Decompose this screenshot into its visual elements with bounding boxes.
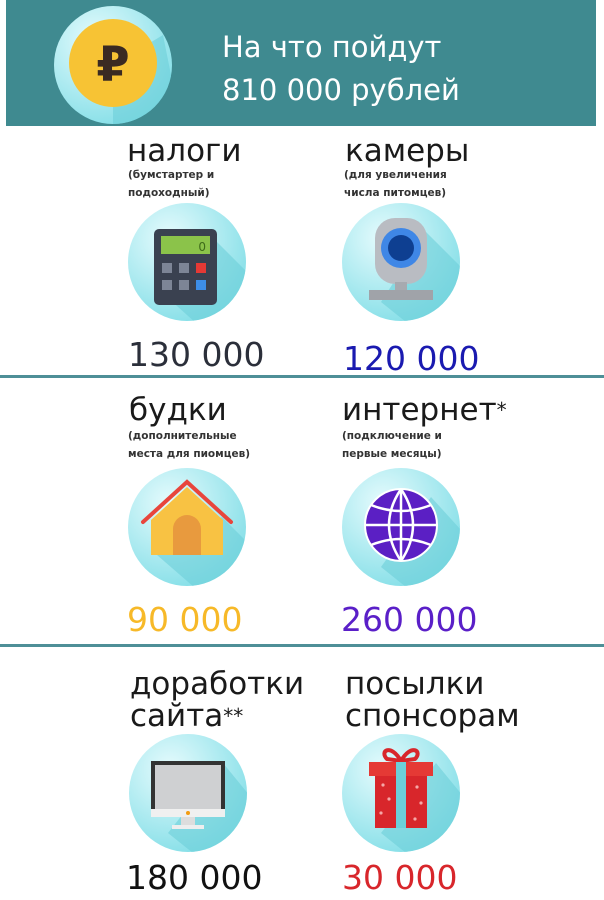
item-subtitle-doghouses: (дополнительные места для пиомцев) [128,430,251,460]
item-subtitle-internet: (подключение и первые месяцы) [342,430,442,460]
section-divider [0,644,604,647]
item-title-taxes: налоги [127,133,242,169]
item-title-site-improvements: доработки сайта** [130,666,305,734]
item-amount-taxes: 130 000 [128,335,265,374]
ruble-coin-icon: ₽ [54,6,172,124]
svg-text:₽: ₽ [96,37,129,93]
globe-icon [342,468,460,586]
item-subtitle-taxes: (бумстартер и подоходный) [128,169,215,199]
item-amount-doghouses: 90 000 [127,600,243,639]
item-amount-site-improvements: 180 000 [126,858,263,897]
item-subtitle-cameras: (для увеличения числа питомцев) [344,169,447,199]
item-amount-sponsor-parcels: 30 000 [342,858,458,897]
monitor-icon [129,734,247,852]
item-amount-cameras: 120 000 [343,339,480,378]
title-line-2: 810 000 рублей [222,73,460,107]
calculator-icon: 0 [128,203,246,321]
header-banner: ₽ На что пойдут 810 000 рублей [6,0,596,126]
svg-text:0: 0 [198,240,206,254]
gift-icon [342,734,460,852]
doghouse-icon [128,468,246,586]
item-title-internet: интернет* [342,392,507,428]
webcam-icon [342,203,460,321]
item-title-cameras: камеры [345,133,470,169]
title-line-1: На что пойдут [222,30,442,64]
page-title: На что пойдут 810 000 рублей [222,26,460,112]
item-title-sponsor-parcels: посылки спонсорам [345,666,520,734]
item-amount-internet: 260 000 [341,600,478,639]
section-divider [0,375,604,378]
item-title-doghouses: будки [129,392,227,428]
